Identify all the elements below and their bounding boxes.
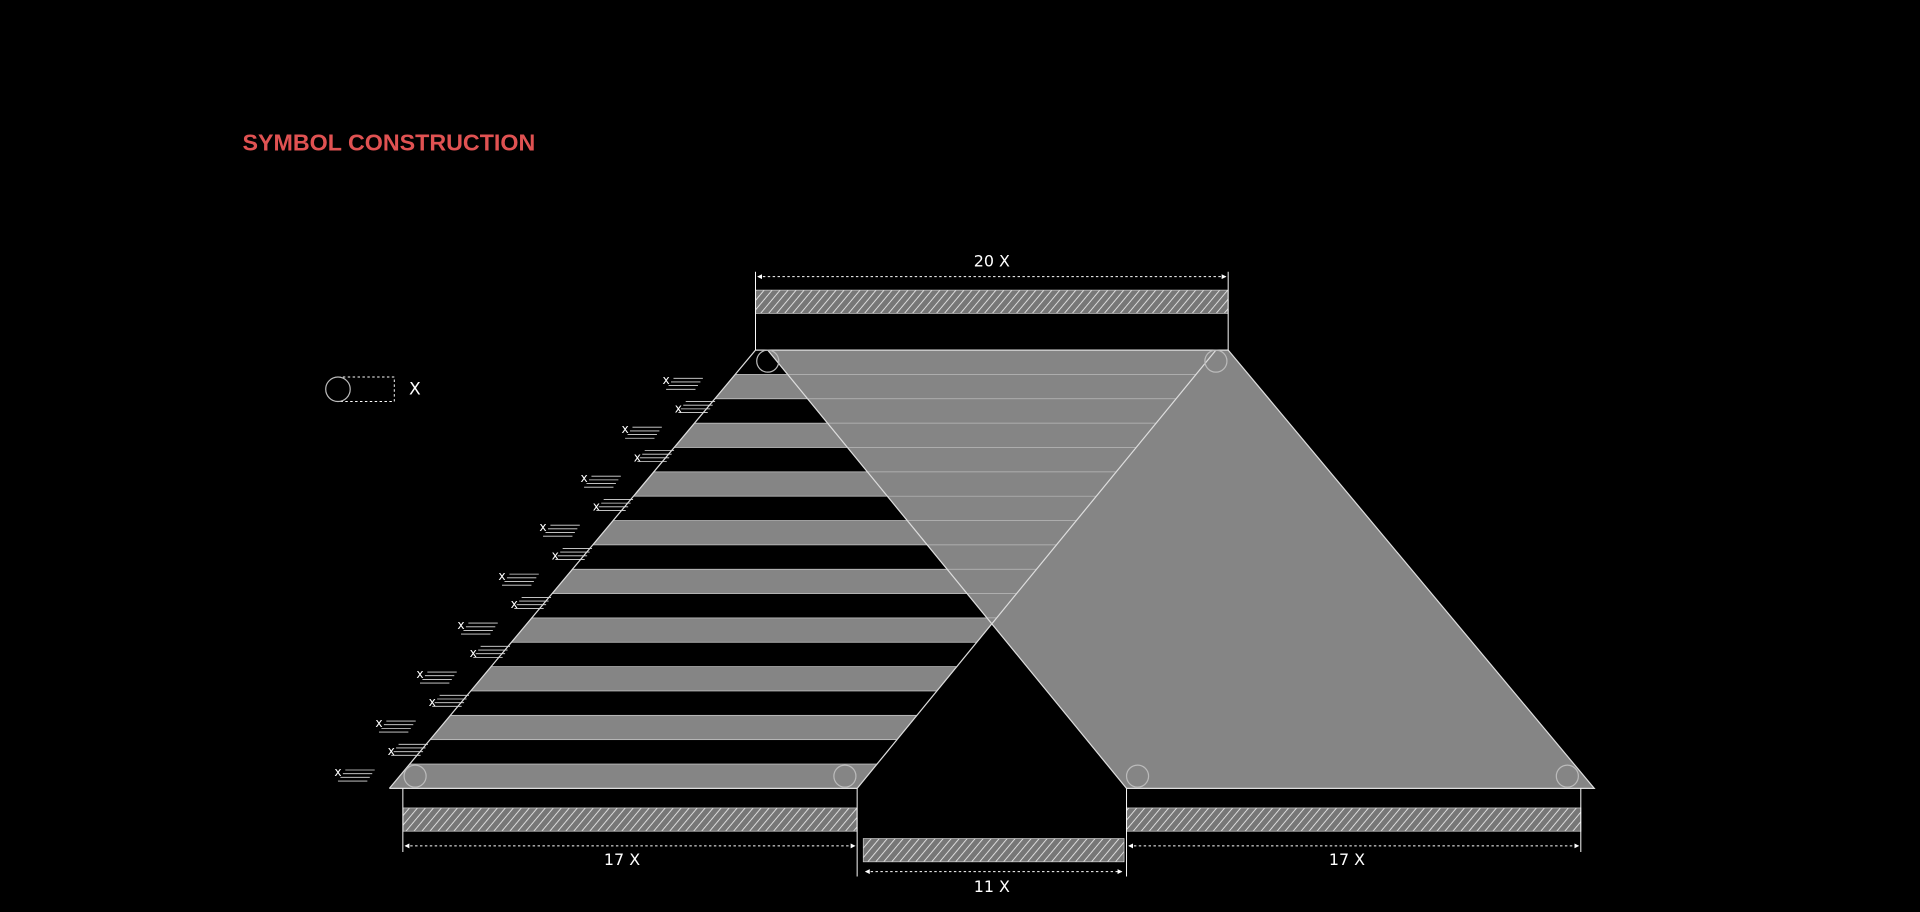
stripe-label: x bbox=[621, 422, 628, 436]
stripe bbox=[389, 568, 992, 594]
stripe bbox=[389, 763, 992, 789]
stripe bbox=[389, 666, 992, 692]
stripe-label: x bbox=[593, 499, 600, 513]
stripe-label: x bbox=[552, 548, 559, 562]
stripe-label: x bbox=[457, 618, 464, 632]
gray-shape bbox=[767, 350, 1595, 789]
legend-unit: X bbox=[325, 376, 421, 403]
dimension-lines bbox=[402, 271, 1582, 877]
stripe-label: x bbox=[375, 716, 382, 730]
dimension-label: 20 X bbox=[974, 251, 1010, 270]
stripe-label: x bbox=[634, 450, 641, 464]
stripe-label: x bbox=[580, 471, 587, 485]
stripe-label: x bbox=[662, 373, 669, 387]
stripe-label: x bbox=[675, 401, 682, 415]
stripe-label: x bbox=[416, 667, 423, 681]
anchor-circles bbox=[403, 349, 1579, 788]
stripe-label: x bbox=[334, 765, 341, 779]
stripe-label: x bbox=[429, 695, 436, 709]
stripe bbox=[389, 520, 992, 546]
dimension-label: 17 X bbox=[604, 850, 640, 869]
stripe-label: x bbox=[470, 646, 477, 660]
stripe-label: x bbox=[539, 520, 546, 534]
stripe-label: x bbox=[511, 597, 518, 611]
stripe-label: x bbox=[388, 744, 395, 758]
stripe-label: x bbox=[498, 569, 505, 583]
title: SYMBOL CONSTRUCTION bbox=[242, 130, 535, 156]
dimension-label: 17 X bbox=[1329, 850, 1365, 869]
stripe bbox=[389, 714, 992, 741]
legend-label: X bbox=[409, 379, 421, 399]
dimension-label: 11 X bbox=[974, 877, 1010, 896]
